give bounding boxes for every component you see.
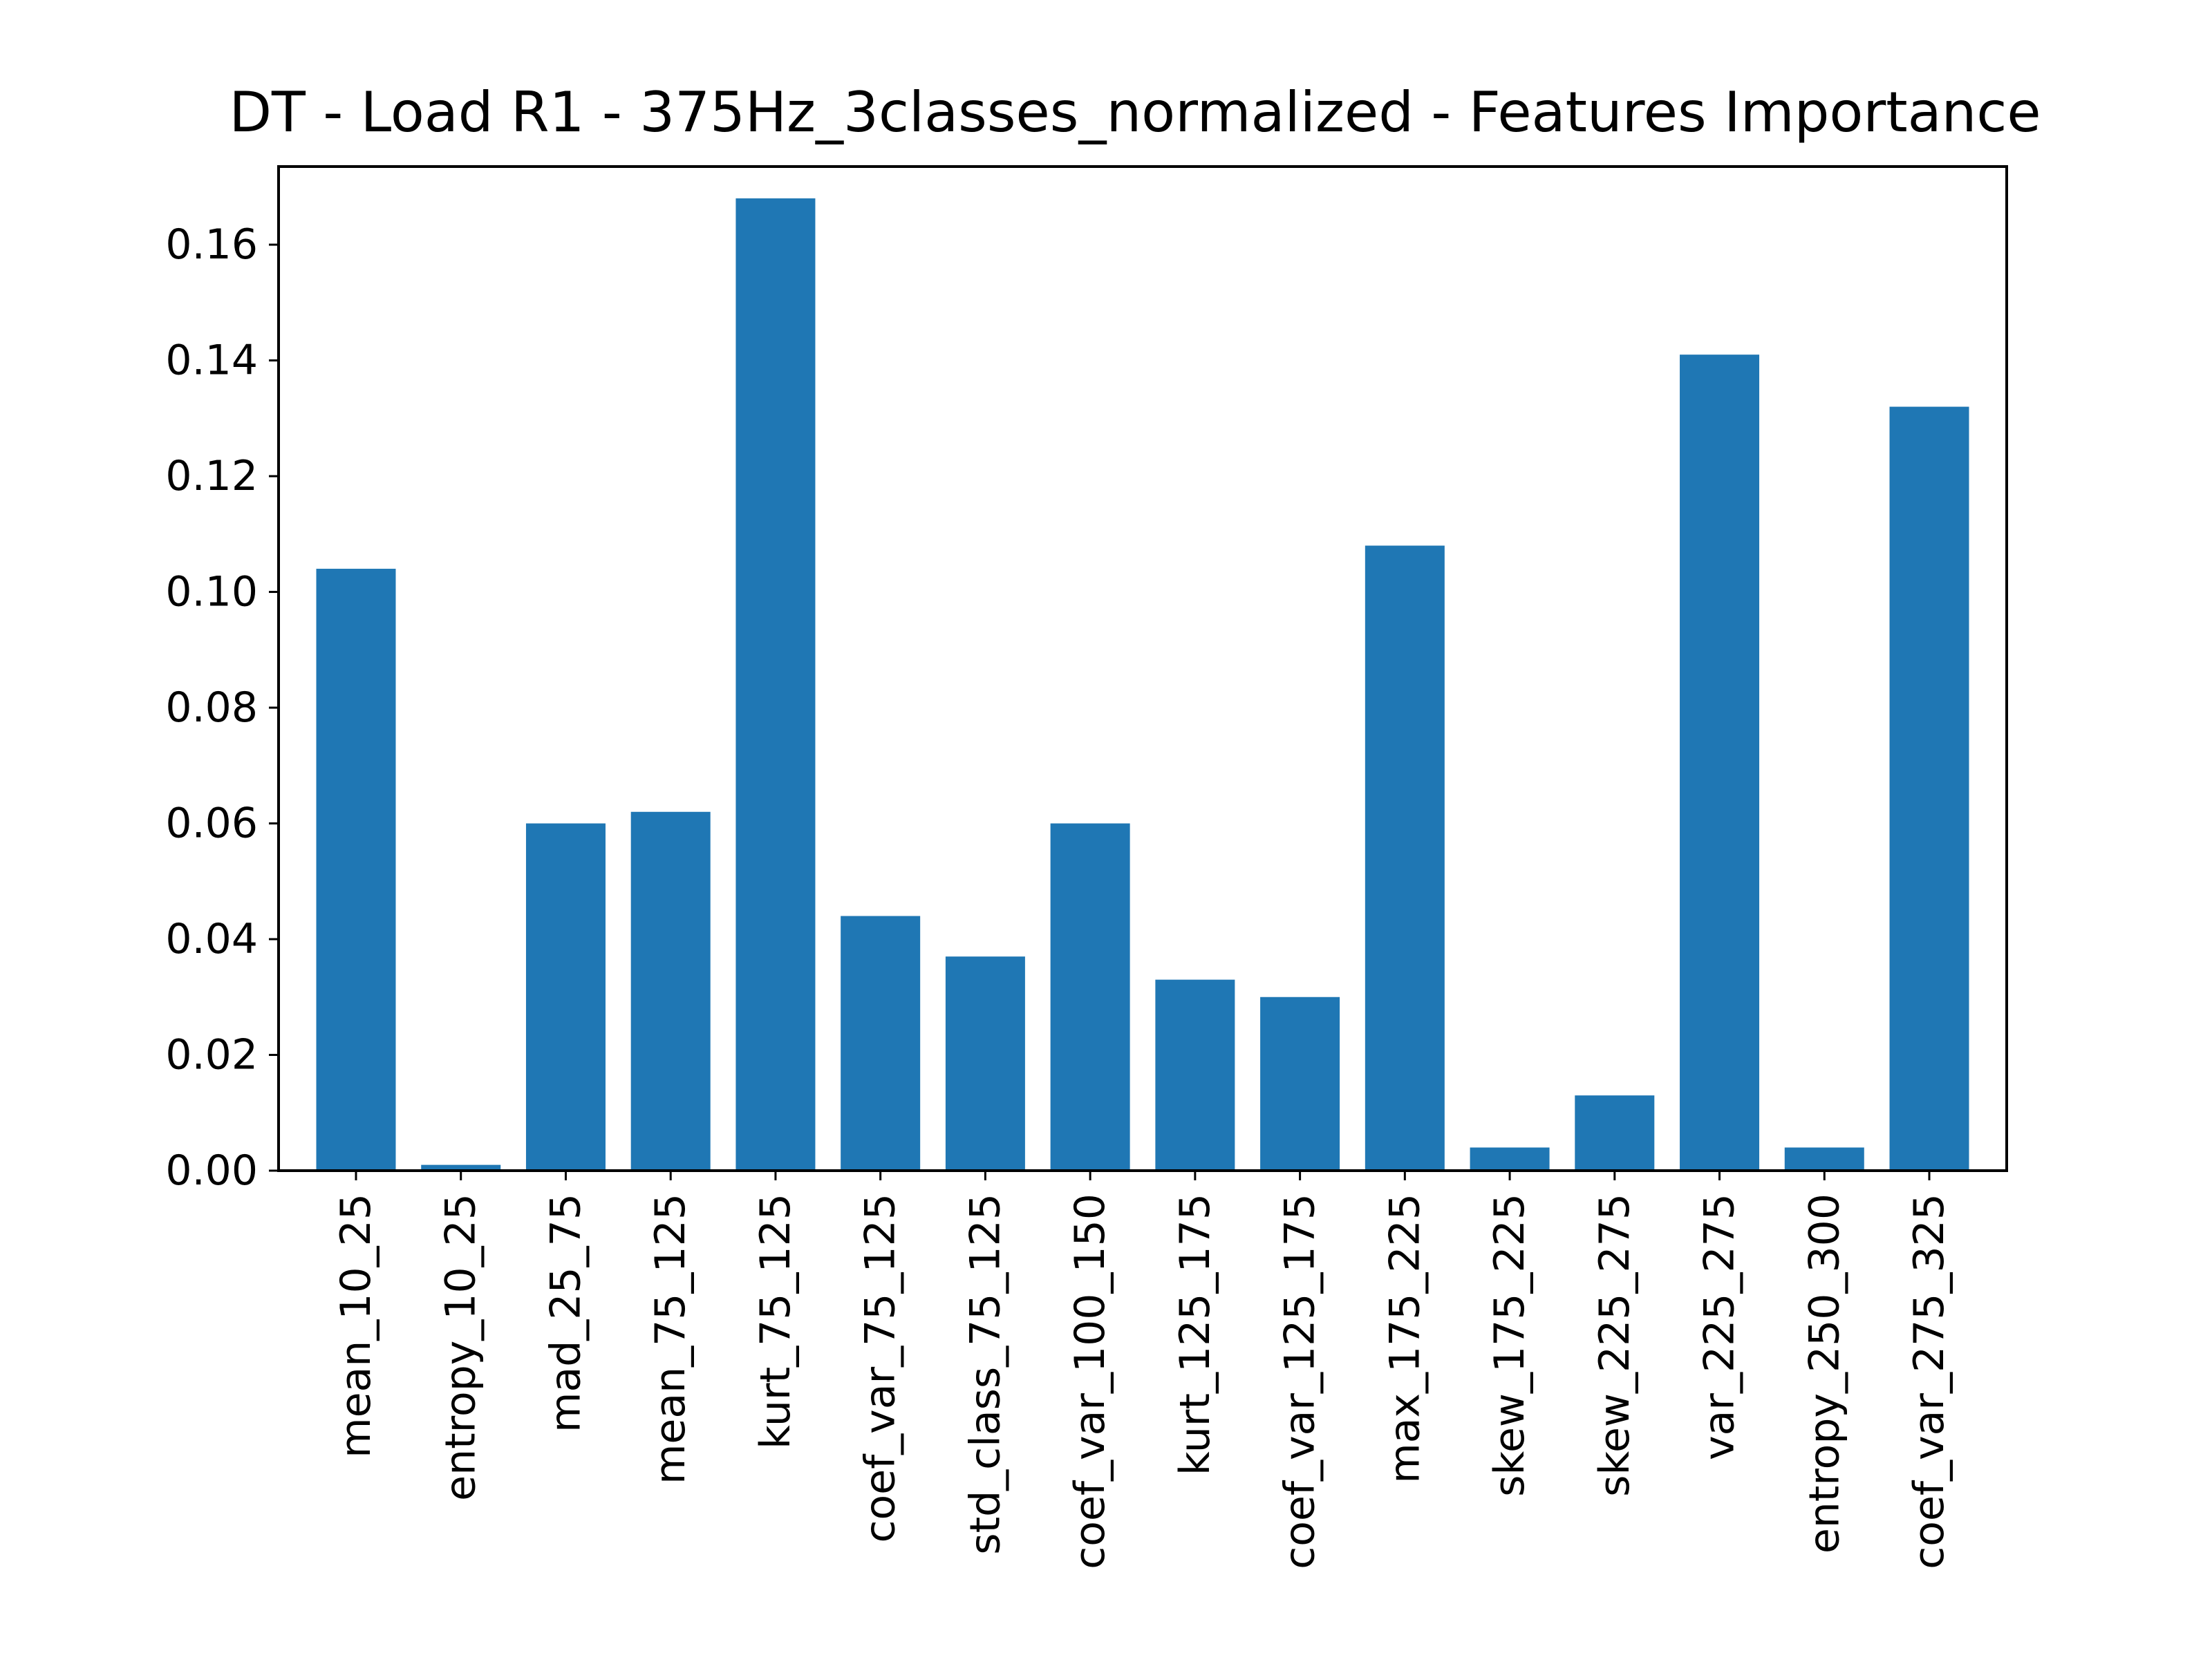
y-tick-label: 0.08	[165, 683, 258, 732]
x-axis: mean_10_25 entropy_10_25 mad_25_75 mean_75_…	[332, 1171, 1953, 1569]
x-tick-label: coef_var_125_175	[1276, 1193, 1324, 1569]
bar-coef_var_100_150	[1050, 823, 1130, 1171]
y-tick-label: 0.14	[165, 337, 258, 385]
bar-entropy_250_300	[1784, 1147, 1864, 1171]
bar-mean_10_25	[316, 569, 396, 1171]
x-tick-label: kurt_125_175	[1171, 1193, 1219, 1475]
bar-coef_var_75_125	[841, 916, 921, 1171]
bar-std_class_75_125	[945, 956, 1025, 1171]
y-tick-label: 0.16	[165, 220, 258, 269]
bar-max_175_225	[1365, 545, 1445, 1171]
y-tick-label: 0.06	[165, 800, 258, 848]
bar-mean_75_125	[630, 811, 711, 1171]
y-axis: 0.00 0.02 0.04 0.06 0.08 0.10 0.12 0.14 0.16	[165, 220, 279, 1195]
y-tick-label: 0.04	[165, 915, 258, 963]
y-tick-label: 0.00	[165, 1146, 258, 1195]
y-tick-label: 0.12	[165, 452, 258, 500]
chart-title: DT - Load R1 - 375Hz_3classes_normalized…	[229, 80, 2041, 144]
bar-kurt_125_175	[1155, 979, 1235, 1171]
bar-coef_var_125_175	[1260, 997, 1340, 1171]
bar-coef_var_275_325	[1889, 406, 1969, 1171]
x-tick-label: skew_175_225	[1485, 1193, 1534, 1497]
bar-mad_25_75	[525, 823, 606, 1171]
y-tick-label: 0.02	[165, 1031, 258, 1079]
y-tick-label: 0.10	[165, 568, 258, 616]
bar-entropy_10_25	[421, 1164, 501, 1171]
x-tick-label: var_225_275	[1696, 1193, 1744, 1460]
bar-var_225_275	[1680, 355, 1760, 1171]
x-tick-label: coef_var_75_125	[856, 1193, 905, 1543]
x-tick-label: max_175_225	[1380, 1193, 1429, 1484]
plot-frame	[277, 165, 2008, 1172]
bars-group	[316, 198, 1969, 1171]
bar-kurt_75_125	[735, 198, 816, 1171]
x-tick-label: mean_10_25	[332, 1193, 380, 1458]
x-tick-label: mean_75_125	[646, 1193, 695, 1484]
x-tick-label: entropy_10_25	[437, 1193, 485, 1501]
x-tick-label: skew_225_275	[1591, 1193, 1639, 1497]
x-tick-label: std_class_75_125	[961, 1193, 1009, 1555]
bar-skew_175_225	[1470, 1147, 1550, 1171]
bar-skew_225_275	[1575, 1095, 1655, 1171]
x-tick-label: mad_25_75	[541, 1193, 590, 1433]
x-tick-label: kurt_75_125	[751, 1193, 800, 1449]
x-tick-label: entropy_250_300	[1800, 1193, 1848, 1554]
x-tick-label: coef_var_100_150	[1066, 1193, 1114, 1569]
x-tick-label: coef_var_275_325	[1905, 1193, 1953, 1569]
